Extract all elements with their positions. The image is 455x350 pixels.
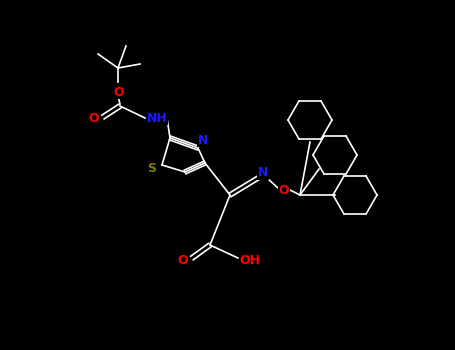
Text: O: O xyxy=(278,183,289,196)
Text: OH: OH xyxy=(239,253,261,266)
Text: O: O xyxy=(114,85,124,98)
Text: S: S xyxy=(147,162,157,175)
Text: N: N xyxy=(198,133,208,147)
Text: N: N xyxy=(258,167,268,180)
Text: NH: NH xyxy=(147,112,167,125)
Text: O: O xyxy=(178,253,188,266)
Text: O: O xyxy=(89,112,99,126)
